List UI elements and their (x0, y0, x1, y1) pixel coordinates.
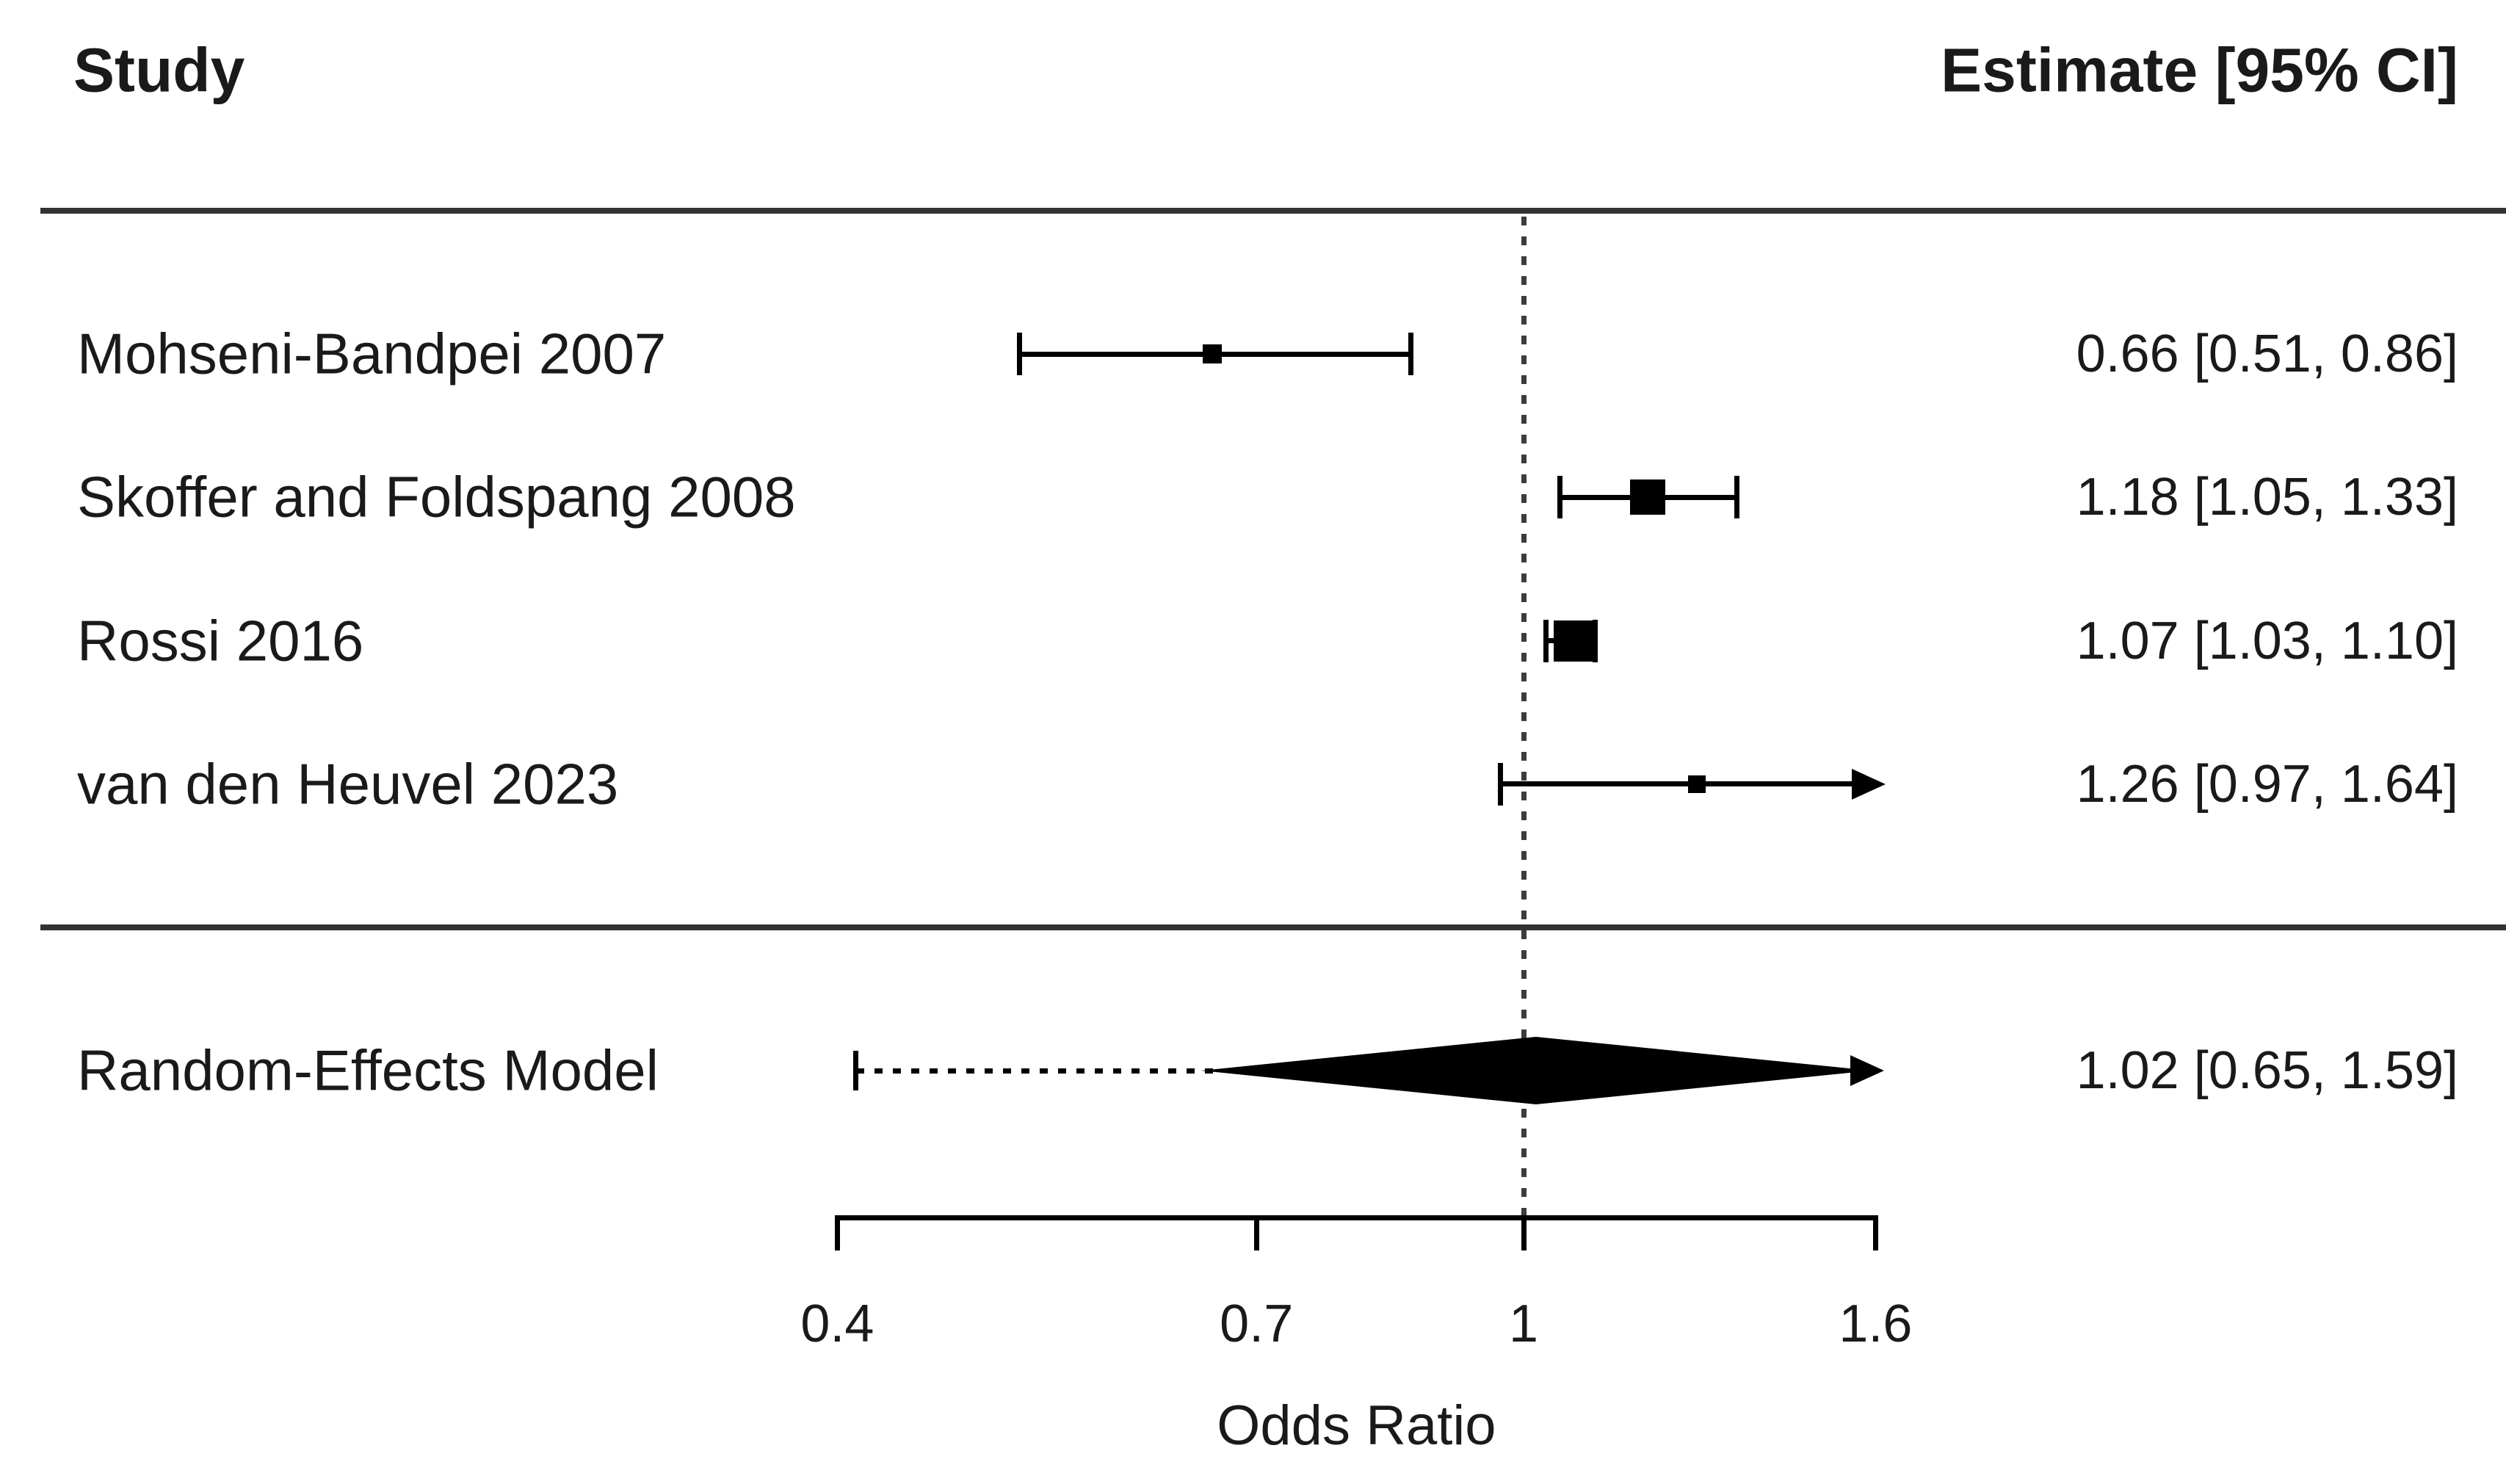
point-estimate-square (1629, 479, 1665, 515)
estimate-value: 0.66 [0.51, 0.86] (2076, 325, 2458, 383)
x-tick-label: 1.6 (1839, 1295, 1913, 1353)
ci-line (1500, 781, 1861, 787)
reference-line (1521, 217, 1527, 1217)
x-tick-mark (1872, 1215, 1878, 1250)
study-label: Rossi 2016 (77, 608, 364, 673)
estimate-value: 1.18 [1.05, 1.33] (2076, 468, 2458, 527)
ci-cap-right (1734, 476, 1740, 519)
x-tick-label: 0.7 (1220, 1295, 1294, 1353)
x-axis-line (837, 1215, 1876, 1220)
x-tick-mark (1521, 1215, 1527, 1250)
point-estimate-square (1687, 775, 1706, 793)
study-label: van den Heuvel 2023 (77, 751, 619, 817)
x-tick-label: 0.4 (800, 1295, 874, 1353)
point-estimate-square (1554, 620, 1595, 662)
summary-diamond (1201, 1037, 1871, 1104)
ci-cap-left (1557, 476, 1563, 519)
ci-cap-right (1408, 333, 1413, 375)
ci-cap-left (1498, 762, 1504, 806)
x-tick-label: 1 (1508, 1295, 1539, 1353)
x-axis-title: Odds Ratio (1217, 1394, 1496, 1457)
x-tick-mark (834, 1215, 840, 1250)
ci-cap-left (1016, 333, 1022, 375)
prediction-interval-cap-left (853, 1051, 859, 1090)
ci-cap-left (1543, 619, 1549, 662)
ci-cap-right (1592, 619, 1598, 662)
estimate-column-header: Estimate [95% CI] (1941, 35, 2458, 105)
header-divider (40, 208, 2506, 214)
study-column-header: Study (73, 35, 245, 105)
prediction-interval-line (855, 1068, 1223, 1074)
x-tick-mark (1253, 1215, 1259, 1250)
summary-divider (40, 924, 2506, 930)
summary-label: Random-Effects Model (77, 1038, 659, 1103)
study-label: Skoffer and Foldspang 2008 (77, 464, 796, 529)
point-estimate-square (1203, 344, 1223, 363)
summary-estimate-value: 1.02 [0.65, 1.59] (2076, 1041, 2458, 1100)
estimate-value: 1.26 [0.97, 1.64] (2076, 754, 2458, 814)
study-label: Mohseni-Bandpei 2007 (77, 321, 667, 386)
ci-arrow-right (1852, 768, 1886, 800)
estimate-value: 1.07 [1.03, 1.10] (2076, 611, 2458, 670)
